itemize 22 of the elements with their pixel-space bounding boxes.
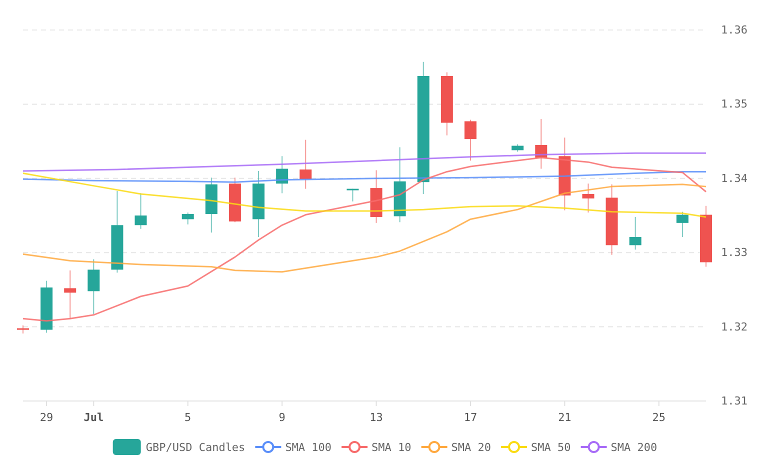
- x-tick-label: 29: [40, 411, 54, 424]
- x-tick-label: 9: [278, 411, 286, 424]
- legend-label: SMA 20: [451, 441, 492, 454]
- y-tick-label: 1.34: [721, 172, 748, 185]
- y-tick-label: 1.36: [721, 24, 748, 37]
- line-series: [22, 184, 707, 273]
- line-series: [22, 172, 707, 218]
- legend-label: SMA 10: [372, 441, 412, 454]
- legend-label: GBP/USD Candles: [146, 441, 246, 454]
- legend-label: SMA 100: [285, 441, 332, 454]
- x-tick-label: 25: [652, 411, 666, 424]
- x-tick-label: 13: [370, 411, 383, 424]
- y-tick-label: 1.35: [721, 98, 748, 111]
- y-tick-label: 1.31: [721, 394, 748, 408]
- x-tick-label: Jul: [84, 411, 104, 424]
- legend-label: SMA 50: [531, 441, 571, 454]
- x-tick-label: 17: [464, 411, 478, 424]
- y-tick-label: 1.33: [721, 246, 748, 260]
- x-tick-label: 21: [558, 411, 572, 424]
- legend-label: SMA 200: [610, 441, 658, 454]
- y-tick-label: 1.32: [721, 320, 748, 334]
- x-tick-label: 5: [184, 411, 192, 424]
